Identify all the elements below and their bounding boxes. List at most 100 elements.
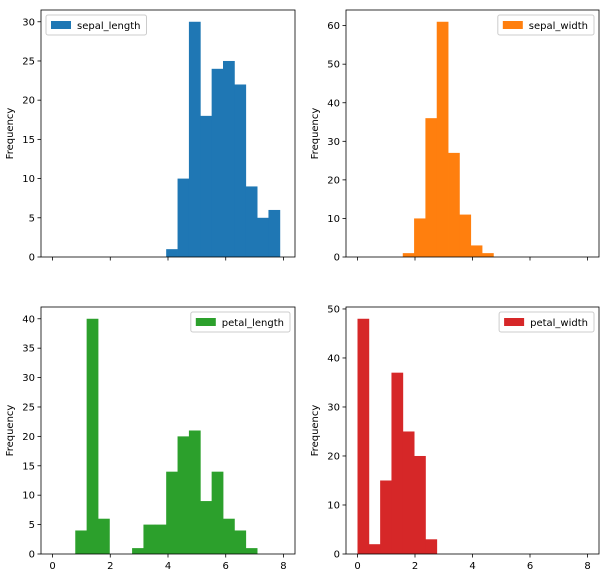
y-tick-label: 20 [327, 451, 340, 462]
y-tick-label: 40 [22, 314, 35, 325]
y-tick-label: 0 [29, 253, 35, 264]
histogram-bar [177, 178, 190, 257]
histogram-bar [368, 544, 381, 554]
histogram-bar [459, 214, 472, 257]
histogram-bar [414, 455, 426, 554]
histogram-bar [132, 548, 144, 554]
histogram-bar [380, 480, 392, 554]
subplot-1: 0 5 10 15 20 25 30 Frequency sepal_length [5, 9, 296, 264]
histogram-bar [245, 186, 258, 257]
y-tick-label: 10 [327, 214, 340, 225]
legend: sepal_width [497, 14, 595, 36]
y-tick-label: 35 [22, 344, 35, 355]
legend-box [45, 14, 147, 36]
histogram-bar [425, 539, 438, 554]
legend: petal_width [498, 311, 595, 333]
y-tick-label: 30 [327, 402, 340, 413]
legend: sepal_length [45, 14, 147, 36]
histogram-bar [448, 152, 460, 257]
y-tick-label: 25 [22, 56, 35, 67]
histogram-bar [211, 471, 224, 554]
y-tick-label: 30 [327, 137, 340, 148]
y-axis-label: Frequency [310, 405, 321, 457]
x-tick-label: 8 [584, 561, 590, 572]
histogram-bar [188, 430, 201, 554]
legend-swatch [502, 21, 523, 29]
histogram-bar [223, 60, 235, 257]
x-tick-label: 0 [49, 561, 55, 572]
histogram-bar [470, 245, 483, 257]
y-tick-label: 0 [334, 253, 340, 264]
histogram-bar [211, 68, 224, 257]
histogram-bar [234, 530, 247, 554]
y-tick-label: 30 [22, 373, 35, 384]
subplot-4: 0 10 20 30 40 50 0 2 4 6 8 Frequency petal_width [310, 304, 600, 572]
x-tick-label: 6 [223, 561, 229, 572]
histogram-bar [98, 518, 110, 554]
axes-frame [345, 9, 600, 258]
histogram-bar [200, 115, 213, 257]
y-tick-label: 5 [29, 520, 35, 531]
histogram-bar [482, 253, 494, 257]
histogram-bar [425, 118, 438, 257]
y-tick-label: 50 [327, 304, 340, 315]
histogram-bar [257, 217, 269, 257]
x-tick-label: 2 [107, 561, 113, 572]
legend-box [498, 311, 595, 333]
y-tick-label: 15 [22, 135, 35, 146]
legend-label: petal_length [222, 318, 284, 329]
histogram-bar [436, 21, 449, 258]
legend-box [497, 14, 595, 36]
y-tick-label: 30 [22, 17, 35, 28]
y-tick-label: 20 [22, 96, 35, 107]
histogram-bar [154, 524, 167, 554]
y-tick-label: 40 [327, 353, 340, 364]
legend-label: sepal_length [77, 21, 141, 32]
y-tick-label: 20 [327, 175, 340, 186]
subplot-3: 0 5 10 15 20 25 30 35 40 0 2 4 6 8 Frequency petal_leng… [5, 306, 296, 572]
x-tick-label: 4 [165, 561, 171, 572]
legend-box [190, 311, 291, 333]
histogram-bar [166, 249, 178, 257]
histogram-bar [86, 318, 99, 554]
histogram-bar [75, 530, 88, 554]
histogram-bar [234, 84, 247, 258]
histogram-bar [414, 218, 426, 257]
x-tick-label: 8 [280, 561, 286, 572]
histogram-bar [391, 372, 404, 554]
y-tick-label: 40 [327, 98, 340, 109]
y-tick-label: 10 [327, 500, 340, 511]
legend-label: petal_width [530, 318, 588, 329]
y-tick-label: 5 [29, 213, 35, 224]
y-tick-label: 15 [22, 461, 35, 472]
x-tick-label: 2 [412, 561, 418, 572]
histogram-bar [188, 21, 201, 258]
histogram-bar [402, 253, 415, 257]
y-tick-label: 0 [334, 550, 340, 561]
y-tick-label: 25 [22, 402, 35, 413]
histogram-bar [143, 524, 156, 554]
histogram-bar [223, 518, 235, 554]
y-tick-label: 60 [327, 21, 340, 32]
histogram-bar [177, 436, 190, 554]
y-tick-label: 10 [22, 491, 35, 502]
x-tick-label: 0 [354, 561, 360, 572]
y-axis-label: Frequency [5, 405, 16, 457]
y-tick-label: 50 [327, 60, 340, 71]
histogram-bar [166, 471, 178, 554]
histogram-bar [245, 548, 258, 554]
subplot-2: 0 10 20 30 40 50 60 Frequency sepal_width [310, 9, 600, 264]
legend-swatch [51, 21, 71, 29]
histogram-bar [402, 431, 415, 554]
legend: petal_length [190, 311, 291, 333]
histogram-bar [357, 318, 370, 554]
x-tick-label: 4 [469, 561, 475, 572]
y-axis-label: Frequency [5, 108, 16, 160]
x-tick-label: 6 [527, 561, 533, 572]
y-tick-label: 20 [22, 432, 35, 443]
y-axis-label: Frequency [310, 108, 321, 160]
legend-swatch [195, 318, 216, 326]
histogram-bar [268, 209, 281, 257]
legend-swatch [504, 318, 525, 326]
